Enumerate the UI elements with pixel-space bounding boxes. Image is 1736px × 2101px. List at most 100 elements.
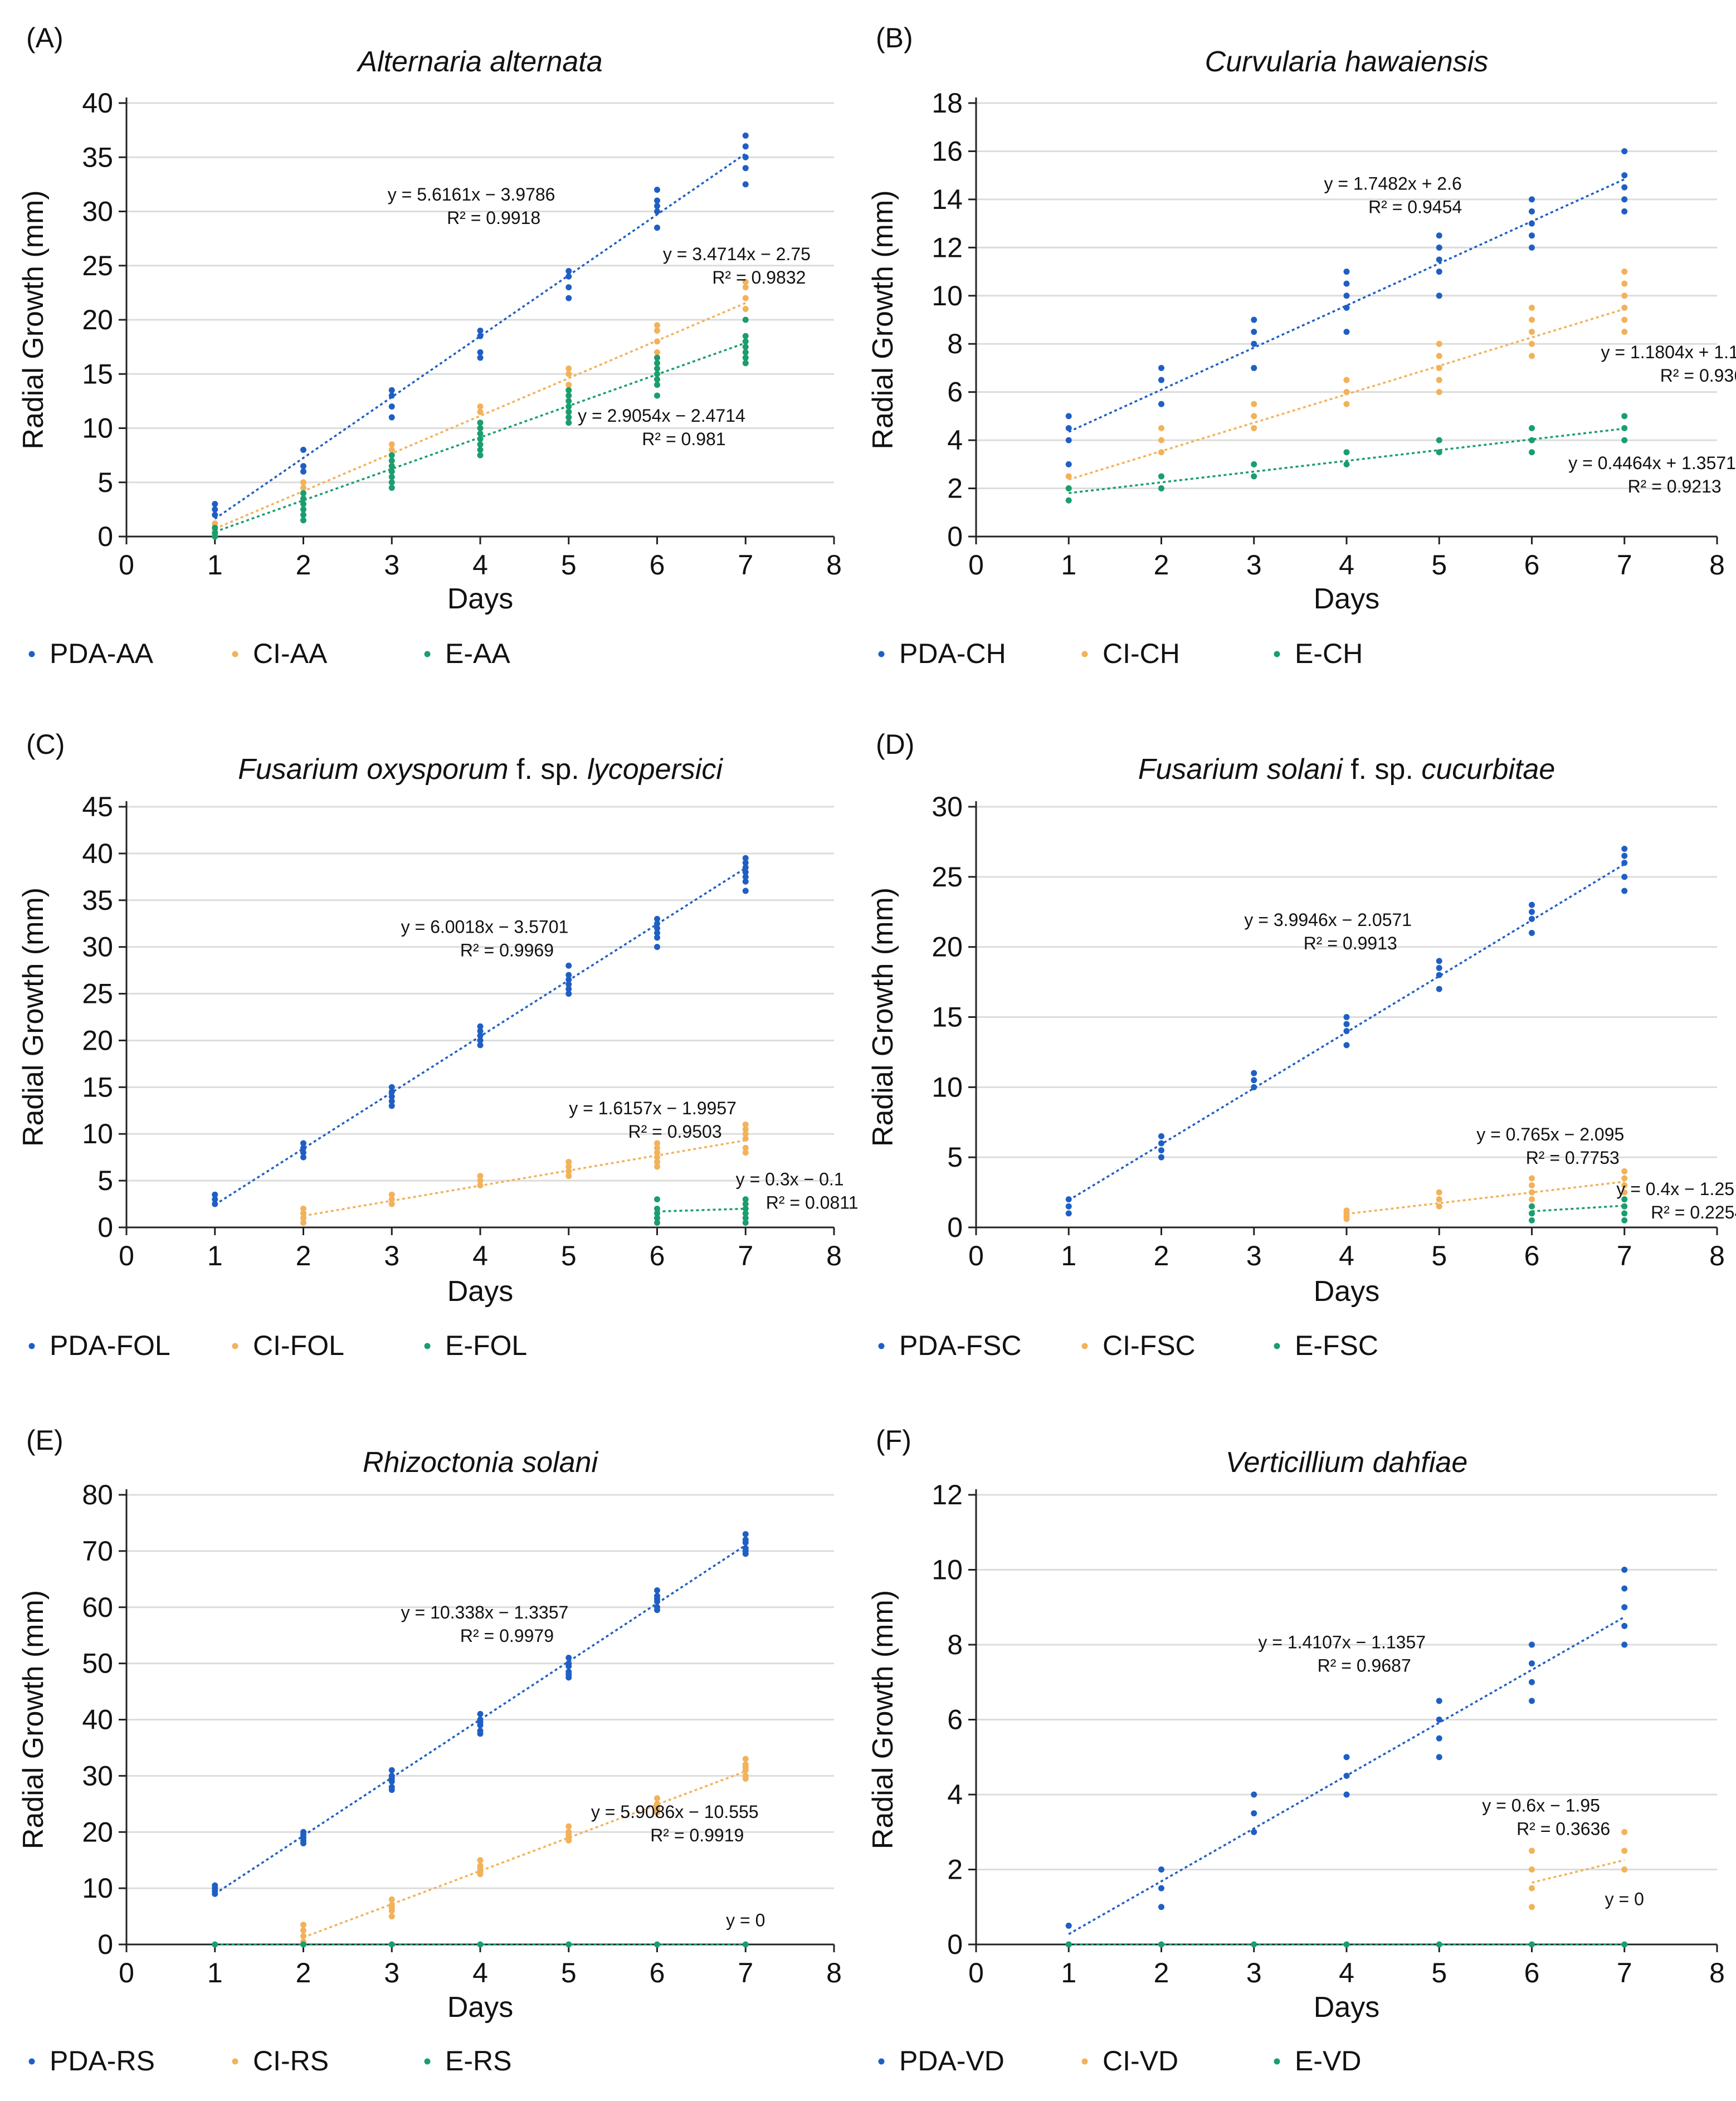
data-point-pda	[742, 855, 749, 861]
y-tick-label: 20	[82, 304, 113, 335]
data-point-e	[654, 392, 660, 399]
data-point-pda	[388, 1089, 395, 1095]
data-point-ci	[300, 1210, 306, 1217]
data-point-ci	[300, 1220, 306, 1226]
data-point-pda	[1621, 148, 1628, 154]
data-point-e	[1436, 449, 1442, 456]
y-tick-label: 10	[932, 1554, 963, 1586]
data-point-pda	[1436, 232, 1442, 239]
legend-marker-pda	[878, 1343, 885, 1349]
panel-label: (E)	[26, 1425, 64, 1456]
data-point-pda	[1251, 1791, 1257, 1798]
title-part: Alternaria alternata	[356, 46, 602, 78]
data-point-e	[565, 398, 572, 404]
data-point-ci	[1621, 1168, 1628, 1174]
data-point-ci	[388, 1896, 395, 1903]
y-tick-label: 0	[947, 1212, 963, 1243]
x-axis-label: Days	[447, 1991, 513, 2024]
x-tick-label: 2	[1154, 549, 1169, 581]
data-point-ci	[1621, 1182, 1628, 1188]
legend-marker-ci	[1081, 1343, 1088, 1349]
data-point-e	[1529, 437, 1535, 443]
data-point-ci	[1621, 293, 1628, 299]
trend-equation: y = 1.7482x + 2.6	[1324, 174, 1461, 194]
y-tick-label: 25	[82, 250, 113, 281]
data-point-pda	[1436, 1717, 1442, 1723]
y-tick-label: 15	[82, 1071, 113, 1103]
data-point-pda	[1529, 1641, 1535, 1648]
y-tick-label: 16	[932, 135, 963, 167]
data-point-pda	[1065, 1196, 1072, 1203]
y-tick-label: 35	[82, 885, 113, 916]
data-point-ci	[1529, 1885, 1535, 1892]
legend-marker-pda	[28, 2058, 35, 2065]
data-point-ci	[1158, 437, 1164, 443]
legend-label: PDA-FOL	[50, 1330, 170, 1361]
data-point-ci	[477, 1177, 484, 1184]
y-tick-label: 20	[82, 1025, 113, 1056]
data-point-ci	[300, 479, 306, 486]
data-point-pda	[1251, 1070, 1257, 1076]
legend-marker-e	[424, 1343, 431, 1349]
data-point-pda	[1158, 1904, 1164, 1910]
data-point-pda	[1436, 958, 1442, 964]
y-tick-label: 5	[947, 1142, 963, 1173]
data-point-pda	[1529, 196, 1535, 203]
x-tick-label: 0	[119, 1957, 134, 1988]
x-tick-label: 1	[207, 549, 223, 581]
x-tick-label: 4	[472, 1240, 488, 1271]
x-axis-label: Days	[1314, 1991, 1379, 2024]
data-point-pda	[1529, 915, 1535, 922]
x-tick-label: 0	[119, 1240, 134, 1271]
x-tick-label: 8	[1709, 1957, 1725, 1988]
data-point-ci	[742, 1149, 749, 1156]
legend-marker-e	[1274, 1343, 1280, 1349]
legend-label: PDA-VD	[899, 2045, 1004, 2076]
trend-r2: R² = 0.9213	[1628, 476, 1722, 496]
data-point-ci	[300, 484, 306, 491]
y-tick-label: 80	[82, 1479, 113, 1510]
y-axis-label: Radial Growth (mm)	[867, 888, 899, 1147]
trend-r2: R² = 0.0811	[766, 1193, 859, 1213]
data-point-e	[654, 1205, 660, 1212]
data-point-pda	[1621, 1622, 1628, 1629]
x-tick-label: 3	[1246, 1957, 1262, 1988]
x-tick-label: 3	[1246, 549, 1262, 581]
data-point-ci	[388, 1196, 395, 1203]
data-point-pda	[212, 501, 218, 508]
x-tick-label: 6	[650, 1240, 665, 1271]
x-tick-label: 1	[1061, 549, 1076, 581]
y-tick-label: 2	[947, 473, 963, 504]
data-point-pda	[565, 976, 572, 983]
data-point-pda	[300, 1140, 306, 1147]
x-tick-label: 0	[119, 549, 134, 581]
data-point-e	[300, 511, 306, 518]
data-point-pda	[388, 1778, 395, 1785]
data-point-pda	[1158, 1147, 1164, 1154]
trend-equation: y = 0	[726, 1910, 765, 1931]
x-tick-label: 5	[561, 549, 577, 581]
trend-r2: R² = 0.9918	[447, 208, 540, 228]
y-tick-label: 40	[82, 838, 113, 869]
data-point-e	[654, 376, 660, 383]
data-point-pda	[1529, 1679, 1535, 1685]
legend-label: E-AA	[445, 638, 510, 669]
data-point-pda	[742, 1539, 749, 1546]
data-point-ci	[1251, 401, 1257, 407]
data-point-e	[742, 338, 749, 345]
data-point-pda	[654, 930, 660, 936]
data-point-pda	[388, 403, 395, 410]
y-tick-label: 6	[947, 1704, 963, 1736]
data-point-e	[565, 408, 572, 415]
trend-equation: y = 1.1804x + 1.1857	[1601, 342, 1736, 362]
data-point-ci	[388, 441, 395, 448]
data-point-ci	[212, 520, 218, 527]
data-point-e	[477, 425, 484, 431]
trend-equation: y = 5.9086x − 10.555	[591, 1802, 759, 1822]
trend-r2: R² = 0.981	[642, 429, 725, 449]
x-tick-label: 6	[1524, 549, 1540, 581]
trend-r2: R² = 0.9969	[460, 940, 554, 961]
data-point-ci	[1621, 329, 1628, 335]
data-point-ci	[742, 306, 749, 313]
